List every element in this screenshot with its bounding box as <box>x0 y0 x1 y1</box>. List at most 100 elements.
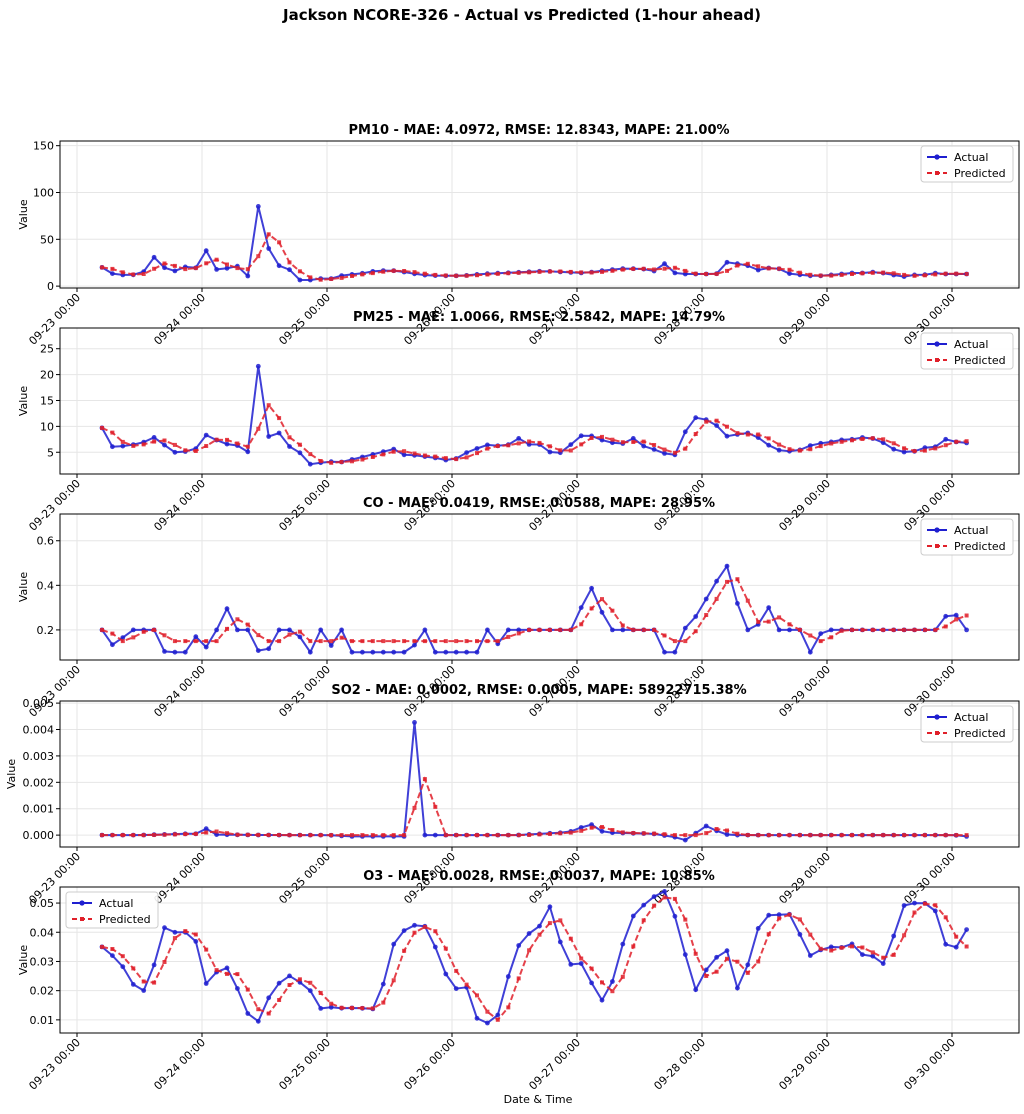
actual-point <box>610 627 615 633</box>
legend-actual-marker <box>934 341 940 347</box>
predicted-point <box>850 944 854 949</box>
y-axis-label: Value <box>17 945 30 975</box>
predicted-point <box>537 832 542 837</box>
predicted-point <box>922 627 927 632</box>
predicted-point <box>266 833 271 837</box>
actual-point <box>662 649 667 655</box>
panel-title: O3 - MAE: 0.0028, RMSE: 0.0037, MAPE: 10… <box>363 869 715 884</box>
predicted-point <box>870 833 875 838</box>
actual-point <box>474 1015 480 1021</box>
predicted-point <box>683 446 688 451</box>
predicted-point <box>600 980 604 985</box>
predicted-point <box>912 627 917 632</box>
actual-point <box>672 649 678 655</box>
actual-point <box>130 627 136 633</box>
predicted-point <box>683 639 688 644</box>
y-axis-label: Value <box>17 386 30 416</box>
actual-point <box>568 442 574 447</box>
actual-point <box>412 922 417 928</box>
actual-point <box>245 273 251 279</box>
predicted-point <box>370 833 375 838</box>
predicted-point <box>485 446 490 451</box>
actual-point <box>224 441 230 447</box>
predicted-point <box>954 271 959 276</box>
actual-point <box>130 982 136 987</box>
actual-point <box>162 649 167 654</box>
actual-point <box>349 649 355 655</box>
actual-point <box>630 436 636 441</box>
predicted-point <box>662 266 667 271</box>
predicted-point <box>891 952 896 957</box>
predicted-point <box>443 639 448 644</box>
y-tick-label: 25 <box>40 343 54 356</box>
predicted-point <box>870 270 875 275</box>
predicted-point <box>141 442 146 447</box>
predicted-point <box>318 833 323 838</box>
actual-point <box>276 627 282 633</box>
predicted-point <box>131 443 136 448</box>
actual-point <box>651 894 657 899</box>
predicted-point <box>870 627 875 632</box>
predicted-point <box>725 579 729 584</box>
predicted-point <box>464 639 469 644</box>
predicted-point <box>693 833 698 838</box>
predicted-point <box>485 1009 490 1014</box>
predicted-point <box>954 934 959 939</box>
x-tick-label: 09-25 00:00 <box>276 850 333 907</box>
predicted-point <box>600 269 604 274</box>
predicted-point <box>464 455 469 460</box>
predicted-point <box>600 597 604 602</box>
predicted-point <box>714 418 719 423</box>
predicted-point <box>381 833 386 838</box>
legend-predicted-label: Predicted <box>99 913 151 926</box>
legend: Actual Predicted <box>920 145 1014 183</box>
predicted-point <box>672 265 677 270</box>
actual-point <box>318 1006 324 1011</box>
y-tick-label: 0.001 <box>23 803 55 816</box>
actual-point <box>443 649 449 655</box>
actual-point <box>255 204 261 209</box>
x-tick-label: 09-23 00:00 <box>26 477 83 534</box>
predicted-point <box>412 451 417 456</box>
predicted-point <box>818 639 823 644</box>
predicted-point <box>922 448 927 453</box>
predicted-point <box>485 833 490 838</box>
actual-point <box>745 627 751 633</box>
predicted-point <box>693 271 698 276</box>
predicted-point <box>131 833 136 838</box>
predicted-point <box>402 639 407 644</box>
actual-point <box>651 447 657 452</box>
predicted-point <box>287 260 292 265</box>
predicted-point <box>402 948 407 953</box>
predicted-point <box>652 267 657 272</box>
predicted-point <box>725 424 729 429</box>
actual-point <box>287 444 292 449</box>
predicted-point <box>933 272 938 277</box>
predicted-point <box>370 639 375 644</box>
predicted-point <box>225 437 229 442</box>
predicted-point <box>735 431 740 436</box>
predicted-point <box>506 443 511 448</box>
predicted-point <box>725 828 729 833</box>
actual-point <box>599 437 605 443</box>
predicted-point <box>537 269 542 274</box>
predicted-point <box>131 272 136 277</box>
actual-point <box>203 432 209 438</box>
predicted-point <box>475 993 479 998</box>
actual-point <box>432 832 438 838</box>
predicted-point <box>735 263 740 268</box>
predicted-point <box>110 266 115 271</box>
series-actual-line <box>101 366 967 466</box>
predicted-point <box>454 639 459 644</box>
predicted-point <box>329 833 334 838</box>
predicted-point <box>183 267 188 272</box>
actual-point <box>964 627 969 633</box>
predicted-point <box>547 269 552 274</box>
actual-point <box>787 271 792 276</box>
y-tick-label: 10 <box>40 420 54 433</box>
predicted-point <box>433 272 438 277</box>
predicted-point <box>620 440 625 445</box>
predicted-point <box>308 275 313 280</box>
predicted-point <box>943 624 948 629</box>
predicted-point <box>475 833 479 838</box>
